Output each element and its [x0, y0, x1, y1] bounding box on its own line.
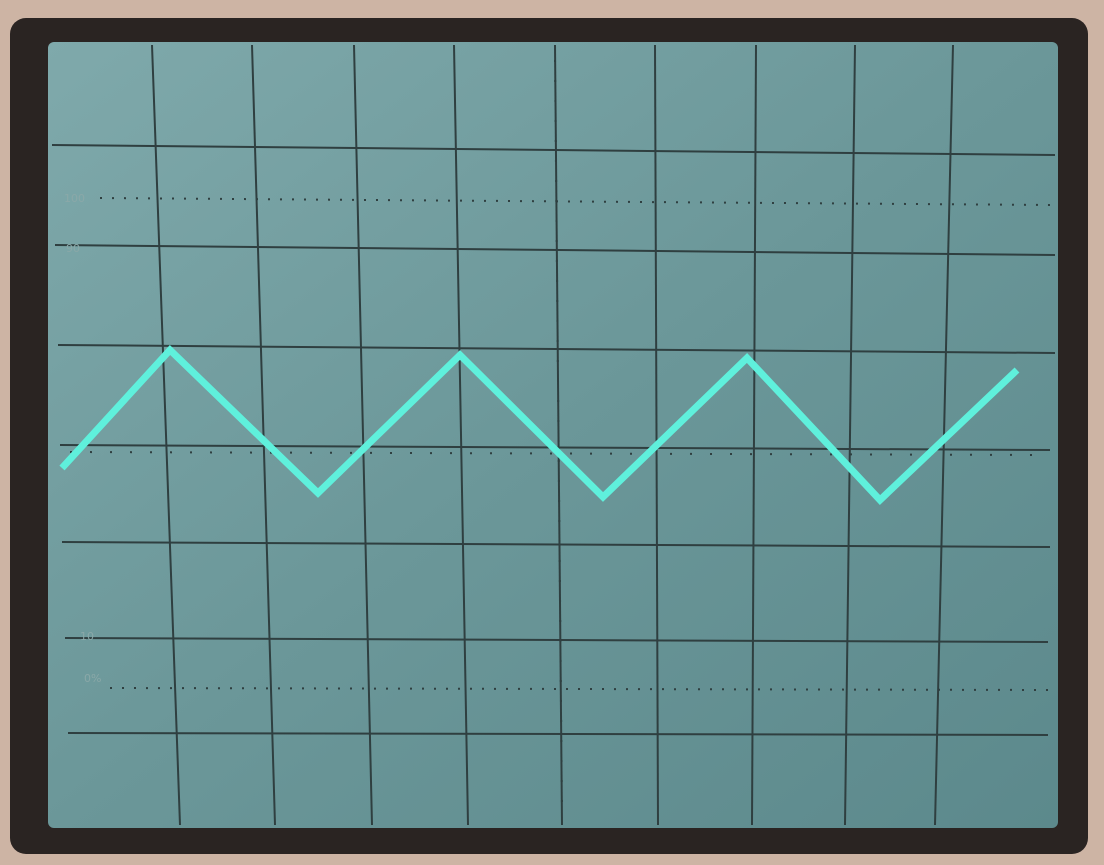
label: 90	[66, 242, 80, 255]
grid-line	[654, 44, 659, 826]
label: 10	[80, 630, 94, 643]
grid-line	[67, 732, 1049, 736]
grid-line	[151, 44, 181, 826]
trace	[59, 344, 1020, 505]
axis-ticks	[69, 451, 1041, 456]
grid-line	[251, 44, 276, 826]
grid-line	[844, 44, 856, 826]
screen	[48, 42, 1058, 828]
grid-line	[64, 637, 1049, 643]
label: 100	[64, 192, 85, 205]
graticule	[51, 44, 1056, 826]
grid-line	[61, 541, 1051, 548]
grid-line	[51, 144, 1056, 156]
grid-line	[353, 44, 373, 826]
dotted-line	[109, 687, 1049, 691]
grid-line	[453, 44, 469, 826]
grid-line	[554, 44, 563, 826]
grid-line	[57, 344, 1056, 354]
grid-line	[751, 44, 757, 826]
grid-line	[54, 244, 1056, 256]
label: 0%	[84, 672, 101, 685]
